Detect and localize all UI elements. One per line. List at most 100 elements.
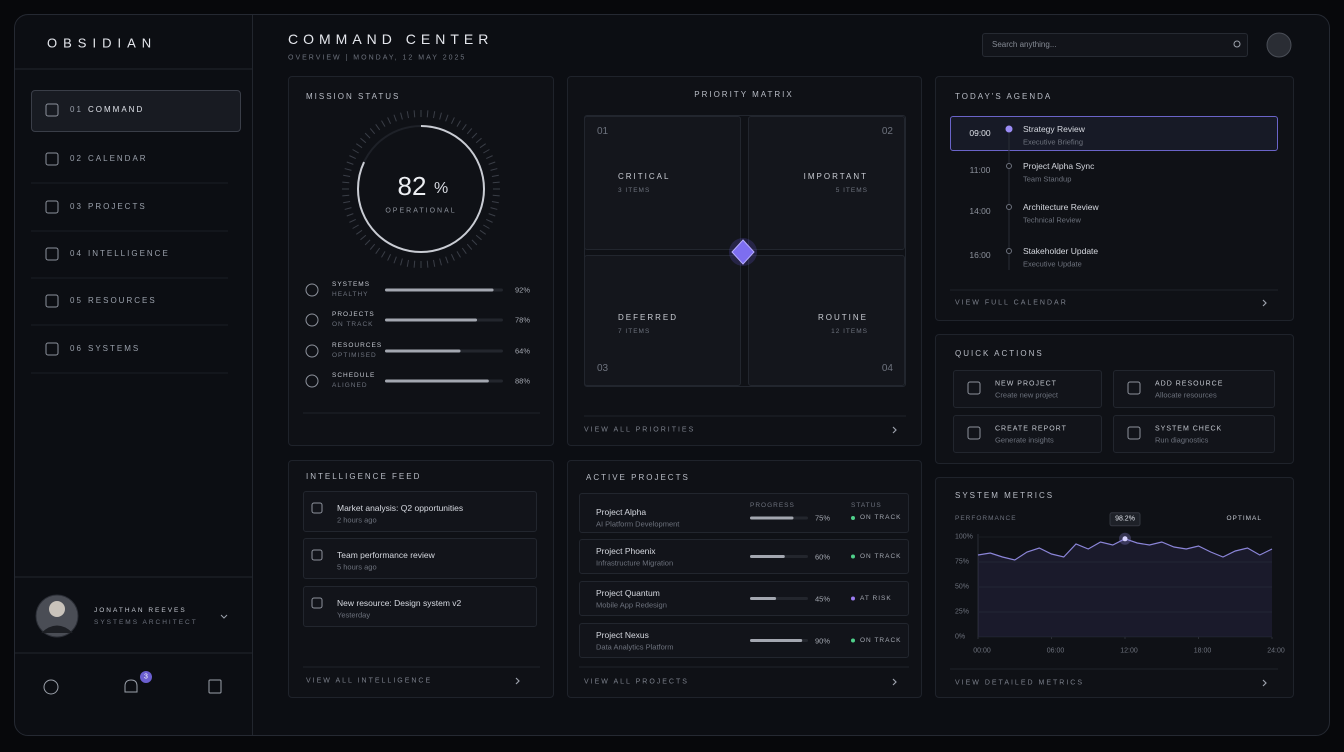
gauge-tick bbox=[490, 207, 498, 210]
agenda-item-active[interactable] bbox=[950, 116, 1278, 151]
sidebar bbox=[15, 15, 253, 735]
feed-title: New resource: Design system v2 bbox=[337, 597, 462, 608]
gauge-tick bbox=[356, 229, 363, 235]
gauge-tick bbox=[433, 111, 436, 119]
metric-value: 78% bbox=[514, 315, 530, 325]
view-link: VIEW FULL CALENDAR bbox=[955, 299, 1068, 307]
gauge-tick bbox=[369, 128, 376, 135]
action-sub: Run diagnostics bbox=[1155, 435, 1209, 445]
gauge-tick bbox=[450, 254, 455, 261]
icon bbox=[45, 103, 59, 117]
chevron-icon bbox=[515, 677, 520, 685]
feed-time: 5 hours ago bbox=[337, 562, 377, 572]
quadrant-label: CRITICAL bbox=[618, 172, 671, 181]
search-box[interactable] bbox=[982, 33, 1248, 57]
gauge-tick bbox=[492, 194, 500, 197]
agenda-dot bbox=[1006, 248, 1012, 254]
action-title: ADD RESOURCE bbox=[1155, 380, 1224, 388]
quadrant-count: 5 ITEMS bbox=[835, 186, 868, 194]
gauge-tick bbox=[466, 243, 473, 250]
gauge-tick bbox=[349, 155, 356, 160]
quadrant[interactable] bbox=[748, 116, 905, 250]
notification-count: 3 bbox=[144, 673, 148, 681]
gauge-tick bbox=[375, 247, 381, 254]
nav-number: 03 bbox=[70, 202, 83, 211]
feed-item[interactable] bbox=[303, 538, 537, 579]
progress-bar bbox=[750, 516, 794, 520]
nav-item-active[interactable] bbox=[31, 90, 241, 132]
quadrant-count: 3 ITEMS bbox=[618, 186, 651, 194]
icon bbox=[45, 342, 59, 356]
column-header: STATUS bbox=[851, 501, 882, 509]
gauge-tick bbox=[344, 168, 352, 171]
x-tick-label: 06:00 bbox=[1046, 647, 1065, 655]
gauge-tick bbox=[360, 234, 367, 241]
gauge-tick bbox=[466, 128, 473, 135]
quadrant-number: 02 bbox=[881, 126, 893, 137]
gauge-tick bbox=[483, 224, 490, 229]
metric-bar bbox=[385, 379, 489, 383]
gauge-tick bbox=[479, 229, 486, 235]
panel-title: INTELLIGENCE FEED bbox=[306, 472, 422, 481]
project-name: Project Quantum bbox=[596, 587, 660, 598]
gauge-tick bbox=[369, 243, 376, 250]
action-button[interactable] bbox=[953, 370, 1102, 408]
quadrant-number: 04 bbox=[881, 363, 893, 374]
gauge-tick bbox=[364, 239, 371, 246]
gauge-tick bbox=[393, 256, 397, 264]
gauge-tick bbox=[342, 181, 350, 184]
panel-title: SYSTEM METRICS bbox=[955, 491, 1055, 500]
nav-label: RESOURCES bbox=[88, 296, 157, 305]
gauge-tick bbox=[343, 201, 351, 204]
y-tick-label: 0% bbox=[955, 633, 966, 641]
icon bbox=[1127, 426, 1141, 440]
feed-time: Yesterday bbox=[337, 610, 371, 620]
search-icon bbox=[1233, 40, 1241, 48]
project-row[interactable] bbox=[579, 493, 909, 533]
user-role: SYSTEMS ARCHITECT bbox=[94, 618, 198, 626]
feed-item[interactable] bbox=[303, 491, 537, 532]
view-link: VIEW ALL PROJECTS bbox=[584, 678, 689, 686]
chevron-icon bbox=[892, 678, 897, 686]
metric-bar bbox=[385, 288, 494, 292]
chart-label: PERFORMANCE bbox=[955, 514, 1017, 522]
progress-bar bbox=[750, 555, 785, 558]
gauge-tick bbox=[360, 137, 367, 144]
project-name: Project Nexus bbox=[596, 629, 649, 640]
gauge-tick bbox=[381, 251, 386, 258]
feed-item[interactable] bbox=[303, 586, 537, 627]
metric-sub: ON TRACK bbox=[332, 320, 374, 328]
quadrant[interactable] bbox=[748, 255, 905, 386]
quadrant[interactable] bbox=[584, 255, 741, 386]
feed-title: Team performance review bbox=[337, 549, 435, 560]
quadrant[interactable] bbox=[584, 116, 741, 250]
metric-name: RESOURCES bbox=[332, 341, 383, 349]
gauge-tick bbox=[461, 124, 467, 131]
status-dot bbox=[851, 638, 855, 643]
gauge-arc bbox=[357, 125, 485, 253]
agenda-sub: Executive Update bbox=[1023, 259, 1082, 269]
chevron-icon bbox=[1262, 679, 1267, 687]
gauge-tick bbox=[433, 259, 436, 267]
highlight-point bbox=[1122, 536, 1128, 542]
action-button[interactable] bbox=[953, 415, 1102, 453]
feed-time: 2 hours ago bbox=[337, 515, 377, 525]
metric-icon bbox=[305, 344, 319, 358]
action-sub: Create new project bbox=[995, 390, 1058, 400]
gauge-tick bbox=[387, 117, 392, 124]
gauge-tick bbox=[406, 259, 409, 267]
status-label: ON TRACK bbox=[860, 513, 902, 521]
metric-bar bbox=[385, 349, 461, 353]
settings-icon bbox=[43, 679, 59, 695]
metric-name: SYSTEMS bbox=[332, 280, 371, 288]
quadrant-number: 01 bbox=[597, 126, 609, 137]
gauge-tick bbox=[349, 218, 356, 223]
notification-badge bbox=[140, 671, 152, 683]
action-button[interactable] bbox=[1113, 415, 1275, 453]
gauge-tick bbox=[488, 213, 496, 217]
panel-title: MISSION STATUS bbox=[306, 92, 401, 101]
icon bbox=[311, 549, 323, 561]
area bbox=[978, 538, 1272, 637]
metric-sub: ALIGNED bbox=[332, 381, 368, 389]
